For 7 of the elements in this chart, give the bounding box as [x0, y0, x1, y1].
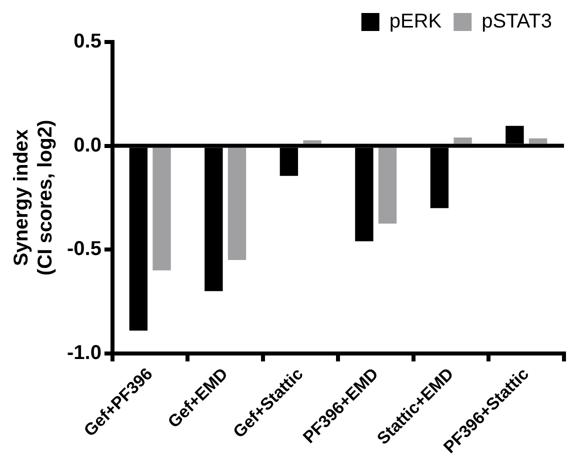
- y-tick-label: 0.5: [74, 30, 102, 53]
- legend-label: pERK: [389, 10, 442, 33]
- y-tick-label: -1.0: [66, 342, 102, 364]
- y-tick-label: 0.0: [74, 134, 102, 156]
- y-tick-label: -0.5: [66, 238, 102, 260]
- y-axis-title: Synergy index (CI scores, log2): [10, 120, 57, 276]
- legend-label: pSTAT3: [482, 10, 552, 33]
